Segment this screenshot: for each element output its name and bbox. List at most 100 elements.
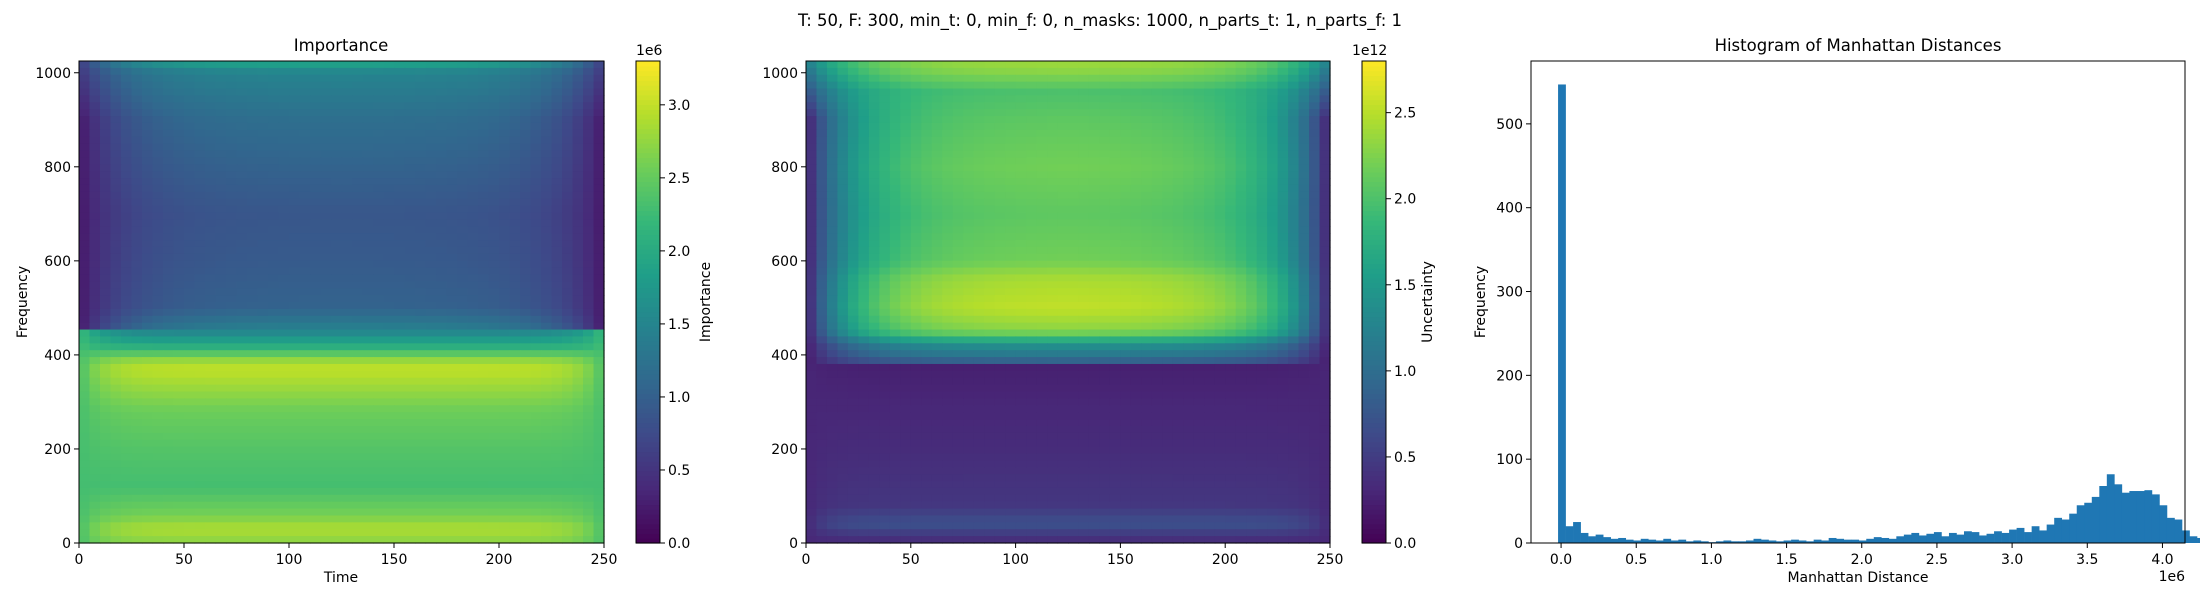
importance-heatmap-cell (363, 385, 374, 392)
uncertainty-heatmap-cell (1299, 185, 1310, 192)
importance-heatmap-cell (258, 157, 269, 164)
uncertainty-heatmap-cell (1173, 164, 1184, 171)
importance-heatmap-cell (153, 405, 164, 412)
importance-heatmap-cell (321, 460, 332, 467)
importance-heatmap-cell (405, 460, 416, 467)
importance-heatmap-cell (90, 481, 101, 488)
importance-heatmap-cell (258, 474, 269, 481)
importance-heatmap-cell (468, 295, 479, 302)
importance-heatmap-cell (205, 116, 216, 123)
importance-heatmap-cell (363, 199, 374, 206)
importance-heatmap-cell (279, 481, 290, 488)
uncertainty-heatmap-cell (1204, 206, 1215, 213)
importance-heatmap-cell (436, 295, 447, 302)
importance-heatmap-cell (300, 89, 311, 96)
uncertainty-heatmap-cell (1047, 95, 1058, 102)
importance-heatmap-cell (247, 502, 258, 509)
importance-heatmap-cell (79, 192, 90, 199)
importance-heatmap-cell (100, 130, 111, 137)
importance-heatmap-cell (289, 509, 300, 516)
uncertainty-heatmap-cell (806, 130, 817, 137)
importance-heatmap-cell (447, 426, 458, 433)
uncertainty-heatmap-cell (1131, 240, 1142, 247)
importance-heatmap-cell (352, 295, 363, 302)
importance-heatmap-cell (531, 116, 542, 123)
importance-heatmap-cell (384, 192, 395, 199)
importance-heatmap-colorbar-step (636, 529, 660, 534)
importance-heatmap-cell (552, 398, 563, 405)
importance-heatmap-cell (226, 226, 237, 233)
importance-heatmap-cell (279, 453, 290, 460)
importance-heatmap-cell (100, 192, 111, 199)
uncertainty-heatmap-cell (1089, 137, 1100, 144)
importance-heatmap-cell (352, 82, 363, 89)
importance-heatmap-cell (373, 102, 384, 109)
importance-heatmap-cell (342, 212, 353, 219)
uncertainty-heatmap-cell (1288, 226, 1299, 233)
uncertainty-heatmap-cell (1225, 157, 1236, 164)
uncertainty-heatmap-cell (1173, 212, 1184, 219)
uncertainty-heatmap-cell (984, 116, 995, 123)
importance-heatmap-cell (237, 254, 248, 261)
uncertainty-heatmap-cell (1309, 226, 1320, 233)
importance-heatmap-cell (426, 130, 437, 137)
importance-heatmap-cell (426, 502, 437, 509)
importance-heatmap-cell (331, 357, 342, 364)
importance-heatmap-cell (142, 536, 153, 543)
importance-heatmap-cell (111, 385, 122, 392)
importance-heatmap-cell (247, 261, 258, 268)
uncertainty-heatmap-cell (890, 226, 901, 233)
importance-heatmap-cell (352, 474, 363, 481)
importance-heatmap-cell (132, 247, 143, 254)
importance-heatmap-cell (205, 502, 216, 509)
importance-heatmap-cell (205, 137, 216, 144)
importance-heatmap-cell (237, 529, 248, 536)
uncertainty-heatmap-cell (858, 164, 869, 171)
uncertainty-heatmap-cell (837, 185, 848, 192)
uncertainty-heatmap-cell (963, 95, 974, 102)
importance-heatmap-cell (468, 433, 479, 440)
importance-heatmap-cell (436, 323, 447, 330)
importance-heatmap-cell (121, 522, 132, 529)
importance-heatmap-cell (499, 89, 510, 96)
importance-heatmap-cell (226, 357, 237, 364)
uncertainty-heatmap-cell (1257, 171, 1268, 178)
uncertainty-heatmap-cell (869, 192, 880, 199)
importance-heatmap-cell (90, 323, 101, 330)
importance-heatmap-cell (195, 440, 206, 447)
importance-heatmap-cell (552, 515, 563, 522)
importance-heatmap-cell (457, 481, 468, 488)
uncertainty-heatmap-cell (1278, 164, 1289, 171)
importance-heatmap-cell (79, 509, 90, 516)
uncertainty-heatmap-cell (932, 82, 943, 89)
uncertainty-heatmap-cell (1099, 226, 1110, 233)
importance-heatmap-cell (289, 102, 300, 109)
importance-heatmap-cell (111, 330, 122, 337)
importance-heatmap-cell (447, 268, 458, 275)
importance-heatmap-cell (531, 206, 542, 213)
importance-heatmap-cell (100, 137, 111, 144)
importance-heatmap-cell (447, 171, 458, 178)
importance-heatmap-cell (184, 185, 195, 192)
importance-heatmap-cell (300, 440, 311, 447)
uncertainty-heatmap-cell (1016, 144, 1027, 151)
importance-heatmap-cell (384, 536, 395, 543)
importance-heatmap-cell (352, 316, 363, 323)
importance-heatmap-cell (573, 502, 584, 509)
importance-heatmap-cell (562, 509, 573, 516)
importance-heatmap-cell (562, 219, 573, 226)
importance-heatmap-cell (520, 233, 531, 240)
importance-heatmap-cell (121, 116, 132, 123)
importance-heatmap-cell (237, 515, 248, 522)
importance-heatmap-cell (321, 302, 332, 309)
importance-heatmap-cell (247, 95, 258, 102)
uncertainty-heatmap-cell (1225, 185, 1236, 192)
importance-heatmap-cell (195, 281, 206, 288)
importance-heatmap-cell (352, 522, 363, 529)
importance-heatmap-cell (342, 433, 353, 440)
importance-heatmap-cell (321, 453, 332, 460)
importance-heatmap-cell (363, 488, 374, 495)
uncertainty-heatmap-cell (953, 151, 964, 158)
importance-heatmap-cell (426, 281, 437, 288)
importance-heatmap-cell (121, 474, 132, 481)
